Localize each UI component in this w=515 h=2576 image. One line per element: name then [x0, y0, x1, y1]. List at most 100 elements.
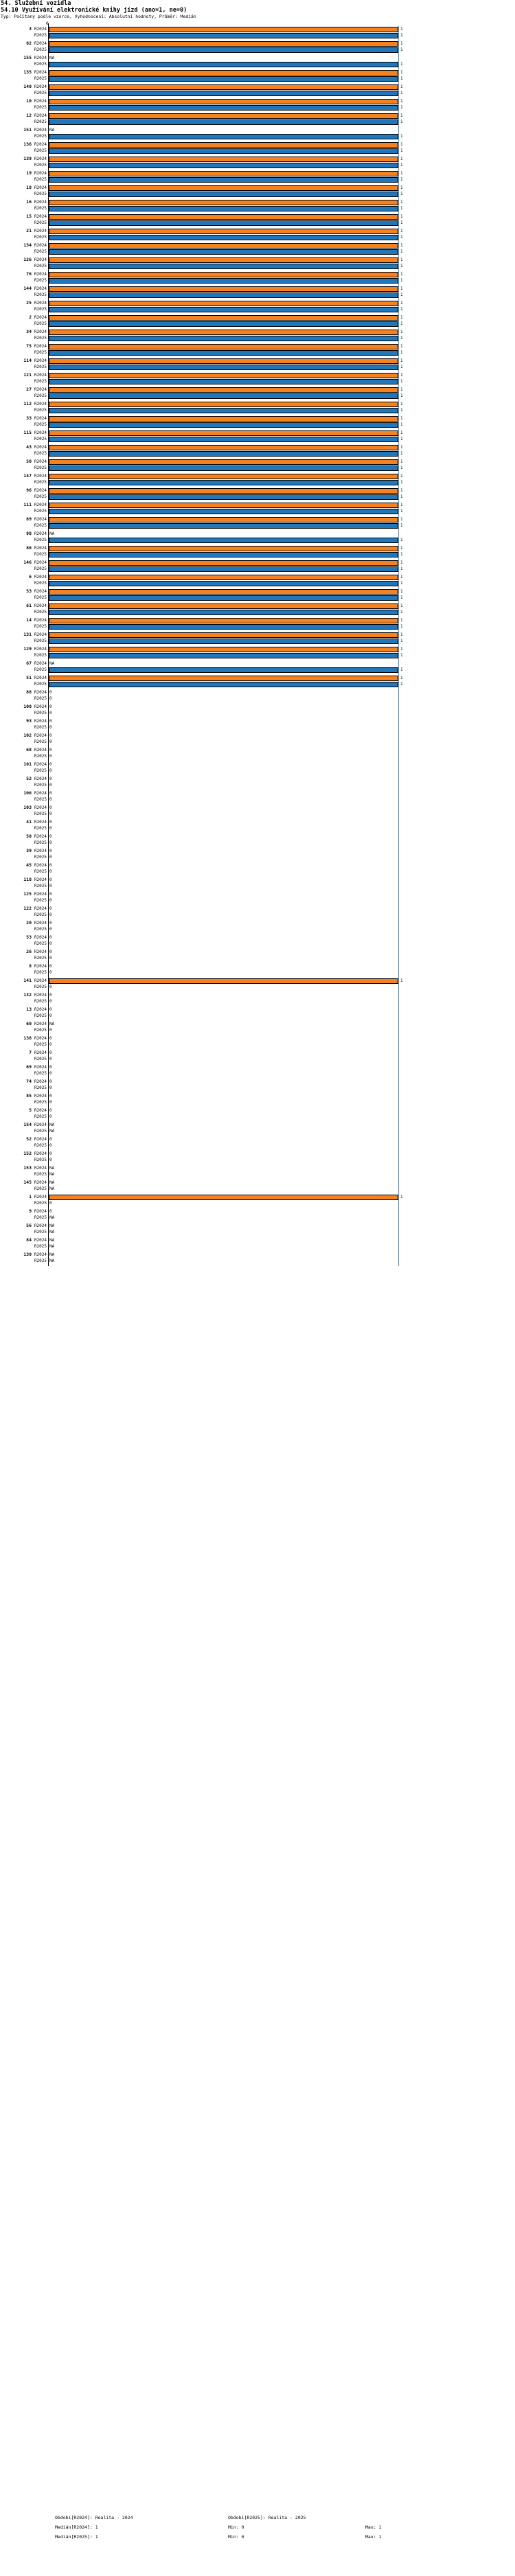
- bar-r2025[interactable]: [49, 681, 398, 687]
- bar-r2025[interactable]: [49, 638, 398, 644]
- bar-r2025[interactable]: [49, 580, 398, 586]
- bar-r2025[interactable]: [49, 205, 398, 211]
- bar-r2024[interactable]: [49, 257, 398, 263]
- bar-r2025[interactable]: [49, 234, 398, 240]
- bar-row: R2024 0: [0, 761, 515, 768]
- bar-r2025[interactable]: [49, 321, 398, 327]
- bar-r2024[interactable]: [49, 444, 398, 450]
- value-label: 1: [400, 603, 403, 608]
- bar-r2024[interactable]: [49, 314, 398, 321]
- bar-r2024[interactable]: [49, 26, 398, 32]
- bar-r2025[interactable]: [49, 162, 398, 168]
- bar-r2024[interactable]: [49, 473, 398, 479]
- bar-r2025[interactable]: [49, 522, 398, 529]
- bar-r2024[interactable]: [49, 430, 398, 436]
- bar-r2025[interactable]: [49, 667, 398, 673]
- bar-r2024[interactable]: [49, 574, 398, 580]
- bar-r2024[interactable]: [49, 516, 398, 522]
- bar-r2024[interactable]: [49, 545, 398, 551]
- bar-r2025[interactable]: [49, 335, 398, 341]
- bar-r2025[interactable]: [49, 465, 398, 471]
- bar-r2024[interactable]: [49, 588, 398, 595]
- bar-r2025[interactable]: [49, 176, 398, 183]
- bar-r2024[interactable]: [49, 415, 398, 422]
- bar-group: 98 R2024 NA R2025 1: [0, 531, 515, 545]
- value-label-zero: 0: [49, 877, 52, 882]
- bar-r2025[interactable]: [49, 652, 398, 658]
- bar-r2025[interactable]: [49, 407, 398, 413]
- bar-r2024[interactable]: [49, 459, 398, 465]
- bar-r2024[interactable]: [49, 69, 398, 76]
- bar-r2025[interactable]: [49, 609, 398, 615]
- bar-r2025[interactable]: [49, 393, 398, 399]
- bar-r2025[interactable]: [49, 148, 398, 154]
- bar-r2025[interactable]: [49, 47, 398, 53]
- bar-r2024[interactable]: [49, 358, 398, 364]
- bar-r2024[interactable]: [49, 603, 398, 609]
- bar-r2025[interactable]: [49, 133, 398, 139]
- bar-r2025[interactable]: [49, 76, 398, 82]
- bar-r2025[interactable]: [49, 566, 398, 572]
- bar-r2024[interactable]: [49, 141, 398, 148]
- bar-r2024[interactable]: [49, 300, 398, 306]
- bar-r2025[interactable]: [49, 479, 398, 485]
- bar-r2025[interactable]: [49, 623, 398, 630]
- bar-r2024[interactable]: [49, 1194, 398, 1200]
- bar-r2024[interactable]: [49, 978, 398, 984]
- bar-r2025[interactable]: [49, 364, 398, 370]
- bar-r2025[interactable]: [49, 263, 398, 269]
- bar-r2024[interactable]: [49, 401, 398, 407]
- bar-r2025[interactable]: [49, 119, 398, 125]
- bar-r2025[interactable]: [49, 422, 398, 428]
- bar-r2024[interactable]: [49, 170, 398, 176]
- bar-r2025[interactable]: [49, 436, 398, 442]
- bar-r2024[interactable]: [49, 84, 398, 90]
- bar-r2025[interactable]: [49, 104, 398, 111]
- bar-r2024[interactable]: [49, 242, 398, 249]
- bar-row: R2025 1: [0, 393, 515, 399]
- bar-r2024[interactable]: [49, 560, 398, 566]
- category-label: 26: [26, 949, 32, 954]
- bar-row: R2024 0: [0, 1151, 515, 1157]
- bar-r2024[interactable]: [49, 113, 398, 119]
- bar-row: R2025 0: [0, 941, 515, 947]
- bar-r2025[interactable]: [49, 61, 398, 67]
- bar-r2025[interactable]: [49, 292, 398, 298]
- bar-r2025[interactable]: [49, 191, 398, 197]
- bar-r2024[interactable]: [49, 617, 398, 623]
- bar-r2024[interactable]: [49, 98, 398, 104]
- bar-r2024[interactable]: [49, 675, 398, 681]
- bar-r2024[interactable]: [49, 372, 398, 378]
- bar-r2025[interactable]: [49, 220, 398, 226]
- bar-r2024[interactable]: [49, 185, 398, 191]
- bar-r2025[interactable]: [49, 551, 398, 557]
- bar-r2024[interactable]: [49, 487, 398, 494]
- bar-r2025[interactable]: [49, 306, 398, 312]
- bar-r2024[interactable]: [49, 228, 398, 234]
- bar-r2025[interactable]: [49, 508, 398, 514]
- bar-r2025[interactable]: [49, 595, 398, 601]
- bar-r2025[interactable]: [49, 349, 398, 356]
- bar-r2025[interactable]: [49, 450, 398, 457]
- bar-r2024[interactable]: [49, 632, 398, 638]
- bar-r2025[interactable]: [49, 378, 398, 384]
- bar-r2025[interactable]: [49, 494, 398, 500]
- bar-r2025[interactable]: [49, 537, 398, 543]
- bar-r2025[interactable]: [49, 277, 398, 284]
- bar-r2025[interactable]: [49, 32, 398, 38]
- bar-r2024[interactable]: [49, 646, 398, 652]
- bar-r2024[interactable]: [49, 199, 398, 205]
- bar-r2024[interactable]: [49, 41, 398, 47]
- bar-r2024[interactable]: [49, 387, 398, 393]
- bar-row: R2025 0: [0, 912, 515, 918]
- bar-r2024[interactable]: [49, 214, 398, 220]
- bar-r2024[interactable]: [49, 271, 398, 277]
- bar-r2024[interactable]: [49, 286, 398, 292]
- bar-r2024[interactable]: [49, 329, 398, 335]
- bar-r2024[interactable]: [49, 343, 398, 349]
- bar-r2024[interactable]: [49, 156, 398, 162]
- bar-r2025[interactable]: [49, 249, 398, 255]
- bar-r2025[interactable]: [49, 90, 398, 96]
- bar-r2024[interactable]: [49, 502, 398, 508]
- value-label: 1: [400, 610, 403, 614]
